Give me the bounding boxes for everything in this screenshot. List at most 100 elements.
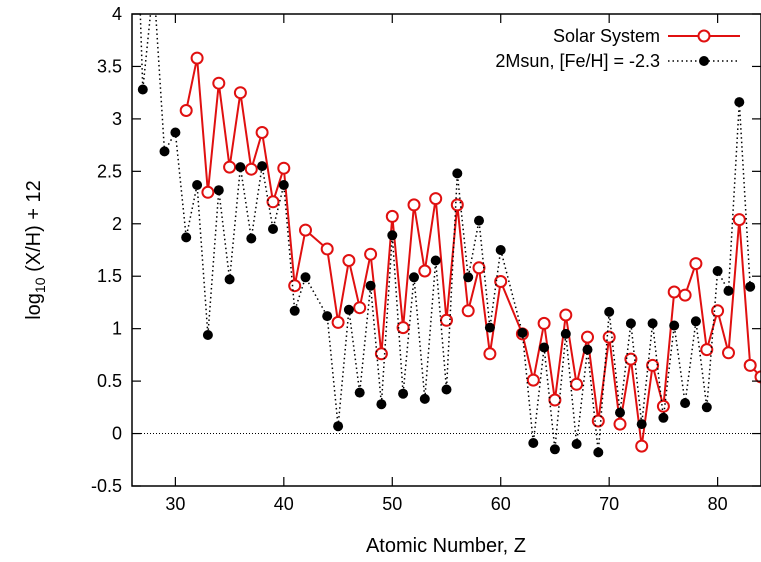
plot-frame (131, 13, 761, 487)
data-point-model (463, 272, 474, 283)
y-tick-label: 0 (112, 424, 122, 444)
data-point-solar-system (201, 185, 215, 199)
data-point-model (615, 407, 625, 418)
data-point-solar-system (581, 330, 594, 344)
data-point-model (669, 320, 680, 331)
data-point-solar-system (754, 370, 761, 384)
x-tick-label: 50 (382, 494, 402, 514)
data-point-solar-system (429, 192, 443, 206)
data-point-model (560, 328, 571, 339)
data-point-solar-system (591, 414, 605, 428)
data-point-solar-system (537, 316, 551, 330)
data-point-solar-system (331, 315, 345, 329)
data-point-solar-system (472, 261, 486, 275)
x-tick-label: 40 (274, 494, 294, 514)
legend-label-model: 2Msun, [Fe/H] = -2.3 (495, 51, 660, 71)
x-axis-title: Atomic Number, Z (366, 535, 526, 557)
data-point-solar-system (656, 399, 670, 413)
x-tick-label: 60 (491, 494, 511, 514)
data-point-solar-system (635, 439, 649, 453)
data-point-solar-system (548, 393, 562, 407)
data-point-solar-system (418, 264, 432, 278)
data-point-model (213, 185, 224, 196)
data-point-model (517, 327, 528, 338)
series-line-solar-system (185, 57, 761, 448)
data-point-solar-system (526, 373, 540, 387)
data-point-model (246, 233, 257, 244)
data-point-model (441, 384, 452, 395)
y-axis-title-prefix: log (23, 293, 45, 320)
data-point-solar-system (353, 301, 367, 315)
data-point-solar-system (570, 377, 584, 391)
y-tick-label: -0.5 (91, 476, 122, 496)
data-point-solar-system (277, 161, 291, 175)
y-tick-label: 1.5 (97, 266, 122, 286)
data-point-model (387, 230, 398, 241)
y-tick-label: 2 (112, 214, 122, 234)
data-point-model (528, 438, 539, 448)
data-point-solar-system (342, 254, 356, 267)
data-point-model (419, 393, 430, 404)
data-point-model (235, 162, 246, 173)
y-tick-label: 1 (112, 319, 122, 339)
data-point-solar-system (374, 347, 388, 361)
y-axis-title-suffix: (X/H) + 12 (23, 180, 45, 277)
y-tick-label: 0.5 (97, 371, 122, 391)
data-point-model (354, 387, 365, 398)
data-point-solar-system (396, 321, 410, 335)
data-point-solar-system (179, 104, 193, 117)
data-point-model (430, 255, 441, 266)
data-point-model (289, 305, 300, 316)
data-point-solar-system (613, 417, 627, 431)
data-point-model (604, 306, 615, 317)
data-point-solar-system (461, 304, 475, 318)
data-point-solar-system (559, 308, 573, 322)
data-point-model (224, 274, 235, 285)
data-point-solar-system (385, 209, 399, 223)
data-point-solar-system (667, 285, 681, 299)
data-point-model (712, 266, 723, 276)
data-point-solar-system (266, 195, 280, 209)
data-point-solar-system (244, 162, 258, 176)
y-tick-label: 3.5 (97, 56, 122, 76)
data-point-solar-system (364, 247, 378, 261)
legend: Solar System 2Msun, [Fe/H] = -2.3 (495, 26, 740, 71)
data-point-solar-system (711, 304, 725, 318)
data-point-solar-system (700, 343, 714, 357)
data-point-model (636, 419, 647, 430)
data-point-solar-system (689, 257, 703, 271)
data-point-model (745, 281, 756, 292)
data-point-model (582, 344, 593, 355)
x-tick-label: 70 (599, 494, 619, 514)
data-point-solar-system (743, 358, 757, 372)
data-point-model (495, 245, 506, 255)
data-point-model (549, 444, 560, 455)
data-point-solar-system (678, 288, 692, 302)
data-point-model (474, 215, 484, 226)
data-point-solar-system (190, 51, 204, 65)
data-point-model (181, 232, 192, 243)
data-point-solar-system (212, 76, 226, 90)
data-point-model (376, 399, 387, 410)
data-point-model (539, 342, 550, 353)
data-point-solar-system (722, 346, 735, 360)
data-point-solar-system (602, 330, 616, 344)
data-point-solar-system (624, 352, 638, 366)
data-point-model (268, 224, 278, 234)
x-tick-label: 80 (708, 494, 728, 514)
y-tick-label: 2.5 (97, 161, 122, 181)
y-axis-title: log10 (X/H) + 12 (23, 180, 48, 320)
series-line-model (139, 14, 751, 454)
x-tick-label: 30 (165, 494, 185, 514)
data-point-model (278, 180, 289, 190)
data-point-model (701, 402, 712, 413)
data-point-model (333, 421, 344, 432)
data-point-solar-system (320, 242, 334, 256)
data-point-model (159, 146, 170, 157)
data-point-solar-system (494, 275, 508, 288)
data-point-solar-system (450, 198, 464, 212)
y-tick-label: 4 (112, 4, 122, 24)
data-point-model (593, 447, 604, 458)
data-point-solar-system (223, 160, 237, 174)
